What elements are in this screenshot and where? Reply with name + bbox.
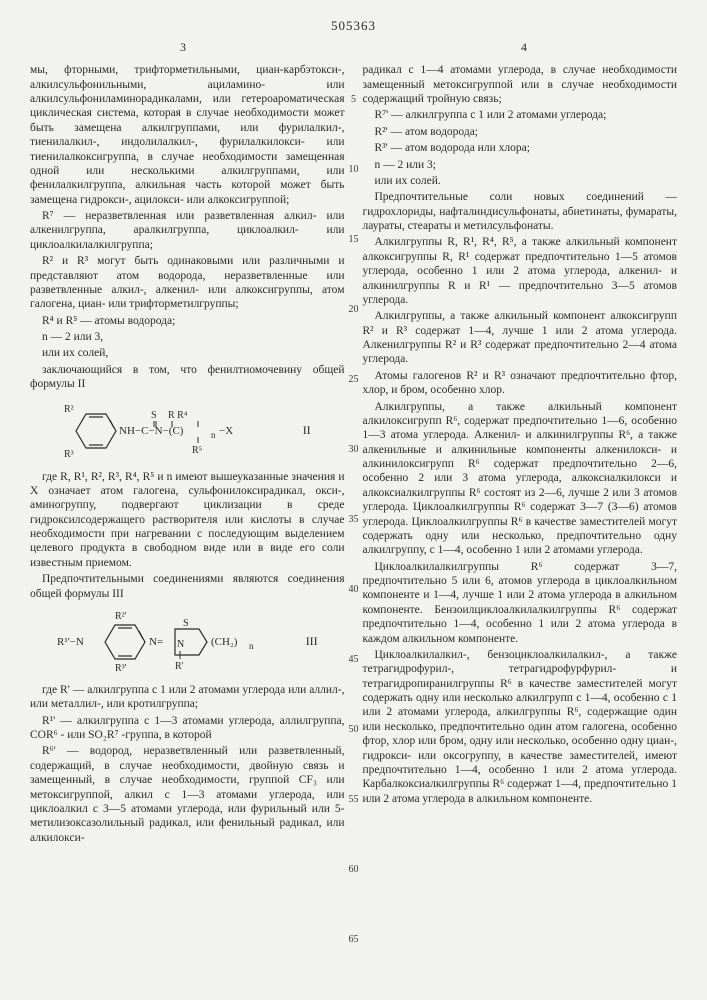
chemical-formula-2: R² R³ NH−C−N−(C) n −X S R R⁴ R⁵ II (30, 400, 345, 462)
svg-text:N: N (177, 639, 184, 650)
line-number: 40 (345, 584, 363, 597)
paragraph: R⁷' — алкилгруппа с 1 или 2 атомами угле… (363, 108, 678, 122)
paragraph: радикал с 1—4 атомами углерода, в случае… (363, 63, 678, 106)
page-number-left: 3 (180, 40, 186, 55)
paragraph: R²' — атом водорода; (363, 125, 678, 139)
line-number: 60 (345, 864, 363, 877)
paragraph: R² и R³ могут быть одинаковыми или разли… (30, 254, 345, 312)
svg-text:NH−C−N−(C): NH−C−N−(C) (119, 425, 184, 437)
svg-text:R¹'−N: R¹'−N (57, 636, 84, 648)
paragraph: Предпочтительные соли новых соединений —… (363, 190, 678, 233)
paragraph: Циклоалкилалкилгруппы R⁶ содержат 3—7, п… (363, 560, 678, 646)
paragraph: Атомы галогенов R² и R³ означают предпоч… (363, 369, 678, 398)
svg-text:(CH₂): (CH₂) (211, 636, 238, 648)
svg-text:R⁵: R⁵ (192, 445, 202, 456)
formula-label: III (306, 634, 318, 649)
document-number: 505363 (30, 18, 677, 34)
page-number-right: 4 (521, 40, 527, 55)
svg-text:R³: R³ (64, 449, 74, 460)
formula-label: II (303, 423, 311, 438)
page-numbers: 3 4 (30, 40, 677, 55)
paragraph: R³' — атом водорода или хлора; (363, 141, 678, 155)
line-number: 55 (345, 794, 363, 807)
svg-text:R': R' (175, 661, 184, 672)
line-number: 65 (345, 934, 363, 947)
right-column: радикал с 1—4 атомами углерода, в случае… (363, 63, 678, 847)
paragraph: Алкилгруппы R, R¹, R⁴, R⁵, а также алкил… (363, 235, 678, 307)
paragraph: R⁴ и R⁵ — атомы водорода; (30, 314, 345, 328)
line-number: 5 (345, 94, 363, 107)
line-number: 50 (345, 724, 363, 737)
svg-text:S: S (183, 618, 189, 629)
paragraph: где R, R¹, R², R³, R⁴, R⁵ и n имеют выше… (30, 470, 345, 571)
chemical-formula-3: R¹'−N R²' R³' N= S N R' (CH₂) n (30, 609, 345, 675)
svg-text:n: n (211, 430, 216, 440)
svg-text:R²': R²' (115, 611, 127, 622)
svg-text:R R⁴: R R⁴ (168, 410, 188, 421)
paragraph: R⁶' — водород, неразветвленный или разве… (30, 744, 345, 845)
line-number: 15 (345, 234, 363, 247)
svg-text:−X: −X (219, 425, 233, 437)
line-number: 30 (345, 444, 363, 457)
paragraph: мы, фторными, трифторметильными, циан-ка… (30, 63, 345, 207)
paragraph: R¹' — алкилгруппа с 1—3 атомами углерода… (30, 714, 345, 743)
paragraph: Циклоалкилалкил-, бензоциклоалкилалкил-,… (363, 648, 678, 806)
left-column: мы, фторными, трифторметильными, циан-ка… (30, 63, 345, 847)
paragraph: Алкилгруппы, а также алкильный компонент… (363, 309, 678, 367)
line-number: 35 (345, 514, 363, 527)
svg-text:R²: R² (64, 404, 74, 415)
paragraph: n — 2 или 3, (30, 330, 345, 344)
svg-text:n: n (249, 641, 254, 651)
paragraph: n — 2 или 3; (363, 158, 678, 172)
svg-text:S: S (151, 410, 157, 421)
line-number: 20 (345, 304, 363, 317)
paragraph: или их солей. (363, 174, 678, 188)
paragraph: где R' — алкилгруппа с 1 или 2 атомами у… (30, 683, 345, 712)
paragraph: Предпочтительными соединениями являются … (30, 572, 345, 601)
line-number: 10 (345, 164, 363, 177)
paragraph: R⁷ — неразветвленная или разветвленная а… (30, 209, 345, 252)
paragraph: заключающийся в том, что фенилтиомочевин… (30, 363, 345, 392)
paragraph: или их солей, (30, 346, 345, 360)
paragraph: Алкилгруппы, а также алкильный компонент… (363, 400, 678, 558)
line-number: 25 (345, 374, 363, 387)
svg-text:R³': R³' (115, 663, 127, 674)
svg-text:N=: N= (149, 636, 163, 648)
line-number: 45 (345, 654, 363, 667)
